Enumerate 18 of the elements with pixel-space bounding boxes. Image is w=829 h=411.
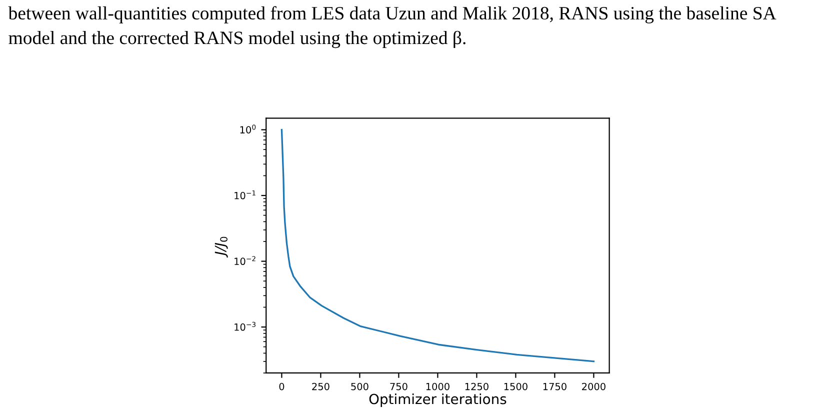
line-series [280,128,595,362]
x-tick-label: 1750 [543,382,566,390]
y-tick-label: 10$^{−1}$ [234,190,256,200]
x-tick-label: 250 [312,382,330,390]
text: model and the corrected RANS model using the optimized β. [8,30,466,48]
text: between wall-quantities computed from LES data Uzun and Malik 2018, RANS using the baseline SA [8,6,776,24]
x-tick-label: 1000 [426,382,450,390]
x-tick-label: 750 [390,382,408,390]
x-axis-title: Optimizer iterations [369,394,506,407]
x-tick-label: 500 [351,382,368,390]
y-tick-label: 10$^{0}$ [240,124,256,134]
y-tick-label: 10$^{−3}$ [234,322,256,331]
x-tick-label: 1250 [465,382,488,390]
y-axis-title: J/J$_{0}$ [214,236,228,258]
x-tick-label: 1500 [504,382,528,390]
x-tick-label: 0 [279,382,284,390]
y-tick-label: 10$^{−2}$ [234,256,256,266]
x-tick-label: 2000 [582,382,606,390]
